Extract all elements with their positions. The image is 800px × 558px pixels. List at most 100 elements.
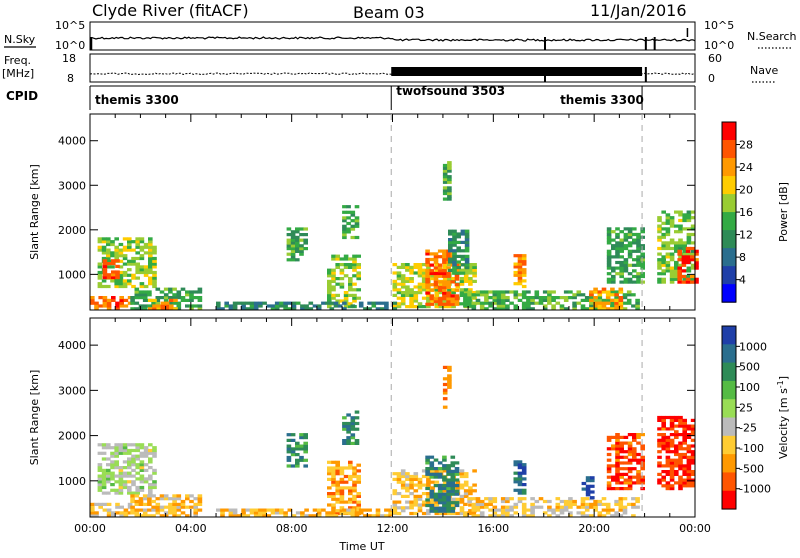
echo-cell bbox=[686, 274, 692, 279]
echo-cell bbox=[425, 455, 430, 459]
echo-cell bbox=[690, 232, 696, 237]
echo-cell bbox=[118, 446, 124, 450]
echo-cell bbox=[392, 503, 398, 507]
echo-cell bbox=[409, 293, 414, 297]
colorbar-segment-5 bbox=[722, 212, 736, 231]
echo-cell bbox=[434, 305, 440, 309]
echo-cell bbox=[197, 499, 203, 504]
echo-cell bbox=[335, 486, 340, 490]
echo-cell bbox=[350, 508, 356, 512]
echo-cell bbox=[135, 270, 140, 275]
echo-cell bbox=[484, 293, 489, 297]
echo-cell bbox=[690, 255, 695, 259]
echo-cell bbox=[460, 232, 466, 236]
echo-cell bbox=[142, 511, 148, 515]
echo-cell bbox=[343, 291, 349, 295]
echo-cell bbox=[674, 249, 679, 253]
echo-cell bbox=[421, 277, 427, 281]
echo-cell bbox=[172, 499, 177, 504]
echo-cell bbox=[429, 509, 435, 513]
echo-cell bbox=[388, 511, 393, 515]
echo-cell bbox=[471, 505, 477, 509]
echo-cell bbox=[97, 245, 103, 249]
echo-cell bbox=[348, 460, 353, 464]
echo-cell bbox=[682, 430, 687, 434]
echo-cell bbox=[421, 469, 427, 473]
echo-cell bbox=[193, 514, 198, 518]
echo-cell bbox=[400, 263, 406, 267]
echo-cell bbox=[581, 487, 587, 491]
echo-cell bbox=[426, 511, 431, 516]
echo-cell bbox=[674, 244, 679, 248]
echo-cell bbox=[678, 455, 683, 459]
echo-cell bbox=[627, 461, 633, 465]
echo-cell bbox=[492, 499, 498, 504]
echo-cell bbox=[442, 166, 448, 170]
echo-cell bbox=[442, 484, 447, 488]
echo-cell bbox=[606, 487, 612, 491]
echo-cell bbox=[446, 503, 451, 508]
echo-cell bbox=[331, 480, 336, 484]
echo-cell bbox=[339, 472, 345, 476]
echo-cell bbox=[303, 441, 308, 445]
echo-cell bbox=[447, 194, 452, 198]
echo-cell bbox=[568, 505, 573, 509]
echo-cell bbox=[115, 307, 120, 311]
echo-cell bbox=[450, 299, 456, 304]
echo-cell bbox=[661, 255, 666, 259]
echo-cell bbox=[576, 511, 582, 515]
echo-cell bbox=[437, 498, 443, 502]
echo-cell bbox=[425, 291, 430, 295]
echo-cell bbox=[665, 455, 671, 459]
echo-cell bbox=[400, 265, 406, 269]
echo-cell bbox=[123, 514, 129, 518]
echo-cell bbox=[669, 464, 675, 468]
echo-cell bbox=[409, 477, 414, 481]
echo-cell bbox=[455, 497, 461, 501]
echo-cell bbox=[437, 249, 443, 253]
echo-cell bbox=[316, 514, 322, 518]
echo-cell bbox=[409, 296, 414, 300]
echo-cell bbox=[375, 514, 381, 518]
echo-cell bbox=[168, 497, 173, 501]
echo-cell bbox=[517, 262, 523, 266]
echo-cell bbox=[682, 447, 687, 451]
echo-cell bbox=[295, 511, 301, 515]
echo-cell bbox=[232, 508, 238, 512]
echo-cell bbox=[97, 485, 103, 490]
echo-cell bbox=[135, 240, 140, 244]
echo-cell bbox=[530, 508, 535, 512]
echo-cell bbox=[690, 277, 696, 281]
echo-cell bbox=[517, 273, 523, 277]
echo-cell bbox=[437, 495, 443, 499]
echo-cell bbox=[509, 290, 514, 294]
echo-cell bbox=[690, 246, 695, 251]
echo-cell bbox=[442, 498, 447, 502]
echo-cell bbox=[576, 290, 582, 294]
echo-cell bbox=[678, 241, 683, 245]
echo-cell bbox=[343, 293, 349, 297]
echo-cell bbox=[640, 235, 645, 239]
echo-cell bbox=[241, 508, 246, 512]
echo-cell bbox=[631, 304, 636, 308]
echo-cell bbox=[270, 304, 276, 308]
echo-cell bbox=[327, 460, 332, 464]
echo-cell bbox=[169, 307, 174, 311]
echo-cell bbox=[690, 424, 696, 428]
echo-cell bbox=[530, 502, 535, 506]
echo-cell bbox=[681, 258, 687, 262]
echo-cell bbox=[657, 227, 662, 231]
echo-cell bbox=[448, 246, 453, 250]
echo-cell bbox=[601, 298, 607, 302]
echo-cell bbox=[559, 304, 565, 308]
echo-cell bbox=[585, 493, 591, 497]
echo-cell bbox=[434, 469, 440, 473]
echo-cell bbox=[354, 216, 360, 220]
echo-cell bbox=[615, 467, 620, 471]
echo-cell bbox=[426, 509, 431, 513]
echo-cell bbox=[300, 304, 305, 308]
echo-cell bbox=[433, 299, 439, 304]
echo-cell bbox=[102, 304, 108, 308]
echo-cell bbox=[152, 245, 157, 249]
echo-cell bbox=[593, 307, 598, 311]
